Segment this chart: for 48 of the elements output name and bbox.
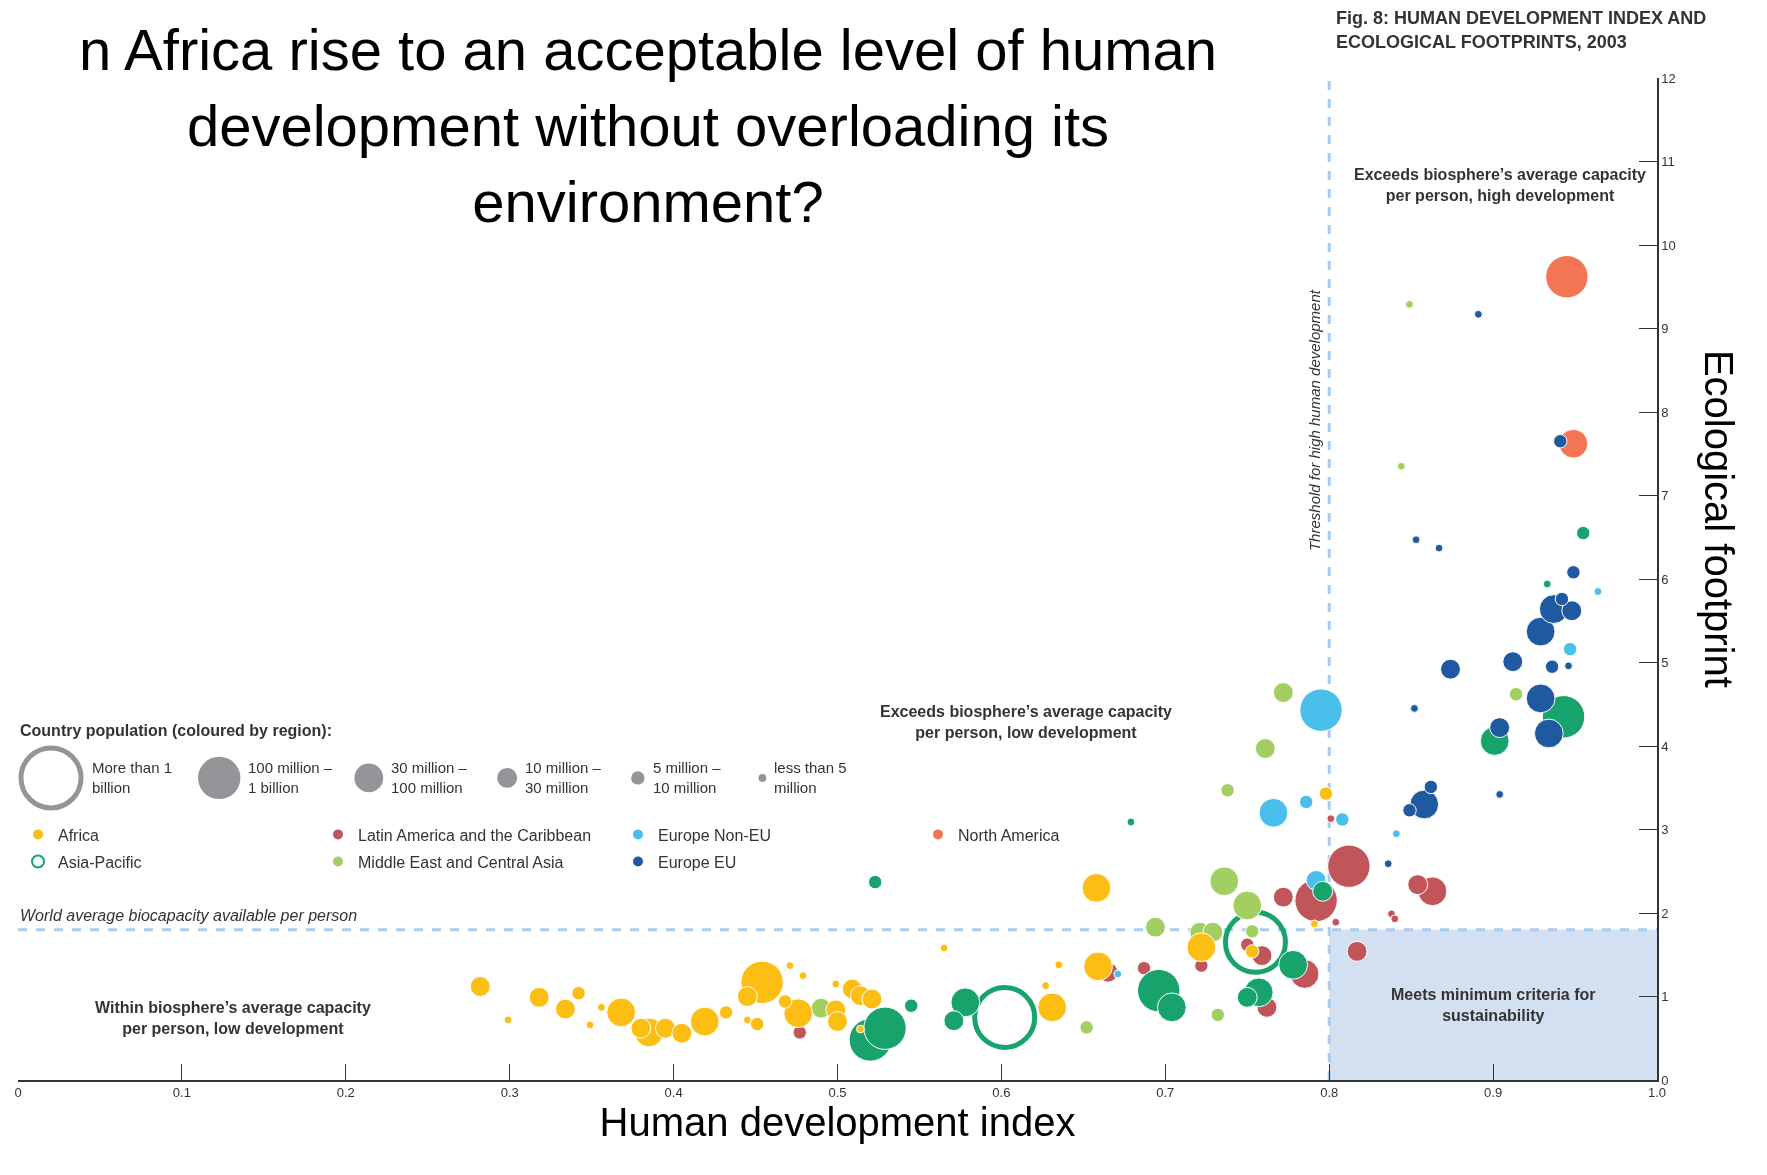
legend-label: Latin America and the Caribbean (358, 826, 592, 844)
legend-label: 100 million – 1 billion (248, 759, 333, 796)
y-tick-label: 3 (1661, 822, 1669, 838)
y-tick-label: 0 (1661, 1072, 1669, 1088)
x-tick-label: 0.3 (500, 1085, 519, 1101)
y-tick-label: 1 (1661, 989, 1669, 1005)
y-tick-label: 5 (1661, 655, 1669, 671)
x-tick-label: 0.7 (1156, 1085, 1175, 1101)
chart-title: n Africa rise to an acceptable level of human development without overloading its environment? (77, 16, 1219, 236)
x-tick-label: 0.5 (828, 1085, 847, 1101)
legend-label: Asia-Pacific (58, 853, 142, 871)
y-tick-label: 12 (1661, 70, 1676, 86)
y-tick-label: 6 (1661, 571, 1669, 587)
y-tick-label: 9 (1661, 321, 1669, 337)
legend-label: Africa (58, 826, 99, 844)
x-tick-label: 1.0 (1647, 1085, 1667, 1101)
y-tick-label: 7 (1661, 488, 1669, 504)
x-axis-title: Human development index (599, 1100, 1076, 1145)
x-tick-label: 0.1 (172, 1085, 191, 1101)
legend-title: Country population (coloured by region): (20, 722, 332, 739)
legend-label: 5 million – 10 million (653, 759, 722, 796)
legend-label: Europe EU (658, 853, 737, 871)
ref-line-label: Threshold for high human development (1306, 289, 1324, 552)
x-tick-label: 0.4 (664, 1085, 683, 1101)
ref-line-label: World average biocapacity available per person (20, 907, 358, 924)
legend-label: North America (958, 826, 1060, 844)
chart-subtitle: Fig. 8: HUMAN DEVELOPMENT INDEX AND ECOLOGICAL FOOTPRINTS, 2003 (1336, 7, 1708, 54)
annotation: Exceeds biosphere’s average capacity per person, high development (1354, 166, 1647, 204)
x-tick-label: 0.6 (992, 1085, 1011, 1101)
x-tick-label: 0 (14, 1085, 22, 1101)
legend-label: less than 5 million (774, 759, 847, 796)
legend-label: 10 million – 30 million (525, 759, 602, 796)
legend-label: Middle East and Central Asia (358, 853, 564, 871)
band-label: Meets minimum criteria for sustainability (1391, 986, 1596, 1024)
annotation: Exceeds biosphere’s average capacity per person, low development (880, 703, 1173, 741)
y-tick-label: 8 (1661, 404, 1669, 420)
y-axis-title: Ecological footprint (1696, 349, 1741, 688)
x-tick-label: 0.2 (336, 1085, 355, 1101)
y-tick-label: 4 (1661, 738, 1669, 754)
x-tick-label: 0.8 (1320, 1085, 1339, 1101)
legend-label: Europe Non-EU (658, 826, 771, 844)
y-tick-label: 2 (1661, 905, 1669, 921)
y-tick-label: 10 (1661, 237, 1676, 253)
x-tick-label: 0.9 (1484, 1085, 1503, 1101)
legend-label: 30 million – 100 million (391, 759, 468, 796)
legend-label: More than 1 billion (92, 759, 173, 796)
y-tick-label: 11 (1661, 154, 1675, 170)
annotation: Within biosphere’s average capacity per person, low development (95, 999, 371, 1037)
